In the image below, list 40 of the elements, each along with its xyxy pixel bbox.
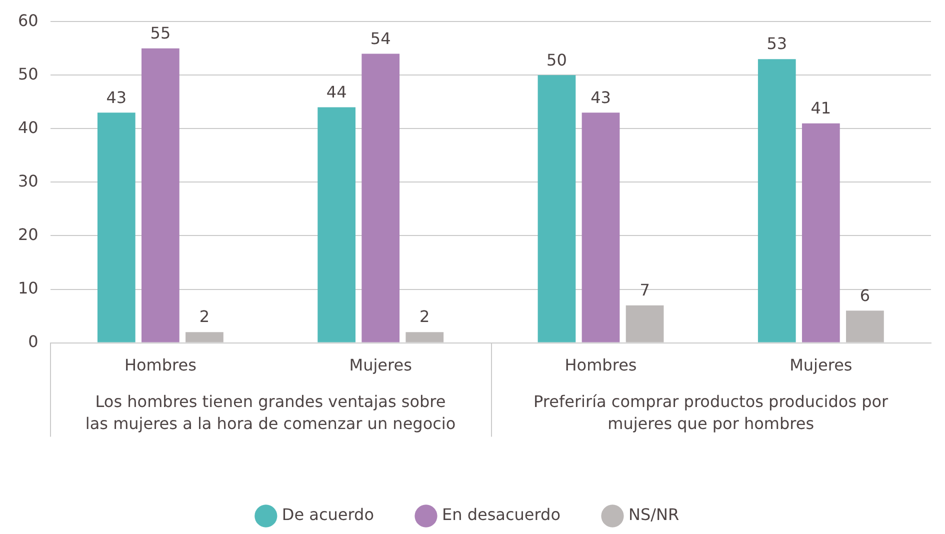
text: Los hombres tienen grandes ventajas sobre las mujeres a la hora de comenzar un negocio [85, 392, 456, 433]
y-tick-label: 30 [18, 171, 38, 190]
x-tick-label: Mujeres [349, 356, 412, 375]
x-tick-label: Mujeres [790, 356, 852, 375]
x-tick-label: Hombres [564, 356, 637, 375]
y-tick-label: 10 [18, 278, 38, 298]
data-label: 54 [370, 28, 391, 48]
bar [97, 112, 136, 342]
y-tick-label: 20 [18, 224, 38, 244]
x-tick-label: Hombres [124, 356, 196, 375]
legend-label: En desacuerdo [442, 505, 560, 524]
y-tick-label: 50 [18, 64, 38, 84]
bar [582, 112, 620, 342]
data-label: 50 [546, 50, 567, 70]
y-tick-label: 60 [18, 10, 38, 30]
data-label: 2 [199, 307, 210, 326]
data-label: 43 [106, 88, 127, 107]
data-label: 6 [860, 286, 870, 305]
bar [142, 48, 180, 342]
data-label: 2 [420, 307, 430, 326]
y-tick-label: 0 [28, 332, 38, 351]
legend-label: NS/NR [628, 505, 680, 524]
bar [626, 305, 664, 342]
bar [318, 107, 356, 342]
bar [186, 332, 224, 342]
bar [362, 54, 400, 342]
data-label: 53 [766, 34, 788, 54]
bar [758, 59, 796, 342]
bar [846, 310, 884, 342]
bar [802, 123, 840, 342]
legend-label: De acuerdo [282, 505, 374, 524]
data-label: 44 [326, 82, 347, 102]
y-tick-label: 40 [18, 118, 38, 137]
bar [406, 332, 444, 342]
data-label: 7 [640, 280, 650, 300]
text: Preferiría comprar productos producidos por mujeres que por hombres [534, 392, 889, 433]
data-label: 43 [590, 88, 611, 107]
bar [538, 75, 576, 342]
data-label: 55 [150, 24, 171, 43]
data-label: 41 [810, 98, 832, 118]
